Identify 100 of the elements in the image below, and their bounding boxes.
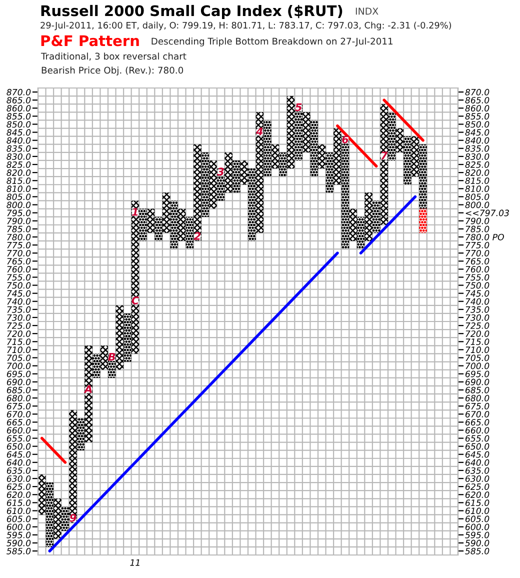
y2-tick-label: 600.0 [465,524,490,530]
line-series [48,252,339,552]
y-tick-label: 760.0 [7,266,31,273]
y2-tick-label: 840.0 [465,137,490,144]
y2-tick-label: 825.0 [465,161,490,168]
bar [46,482,54,547]
series-label: 2 [194,232,200,240]
y-tick-label: 870.0 [6,88,31,96]
y2-tick-label: 790.0 [466,218,490,224]
y-tick-label: 740.0 [7,298,31,305]
bar [38,474,46,515]
y2-tick-label: 815.0 [465,177,490,184]
bar [54,498,62,539]
y2-tick-label: 770.0 [466,250,490,256]
bar [419,208,427,233]
bar [76,418,85,450]
y2-tick-label: 740.0 [466,298,490,305]
y-tick-label: 710.0 [7,346,31,354]
y-tick-label: 835.0 [6,145,31,152]
y2-tick-label: 800.0 [465,202,490,208]
y-tick-label: 815.0 [6,177,31,184]
bar [61,506,70,531]
y2-tick-label: 860.0 [465,105,490,112]
y-tick-label: 695.0 [6,370,31,378]
y-tick-label: 665.0 [6,419,31,426]
y2-tick-label: 685.0 [465,386,490,394]
y2-tick-label: 850.0 [465,121,490,128]
y-tick-label: 610.0 [6,508,31,514]
y2-tick-label: 675.0 [465,402,490,410]
bar [240,160,248,185]
line-series [40,436,67,464]
y2-tick-label: 690.0 [465,378,490,386]
bar [411,136,420,177]
y-tick-label: 795.0 [7,210,31,216]
bar [248,168,256,241]
y-tick-label: 825.0 [6,161,31,168]
bar [69,410,77,523]
bar [264,120,272,177]
y2-tick-label: 780.0 PO [466,234,504,240]
y2-tick-label: 615.0 [465,500,490,506]
y-tick-label: 625.0 [6,483,31,490]
y2-tick-label: 670.0 [465,410,490,418]
series-label: 1 [132,208,138,216]
y2-tick-label: 820.0 [465,169,490,176]
y-tick-label: 845.0 [6,129,31,136]
bar [146,208,155,233]
y2-tick-label: 625.0 [465,483,490,490]
series-label: 9 [70,514,76,522]
bar [162,192,170,233]
y2-tick-label: 765.0 [466,258,490,265]
y2-tick-label: 750.0 [466,282,490,289]
y2-tick-label: 650.0 [465,443,490,450]
bar [124,313,132,362]
y2-tick-label: 700.0 [466,362,490,370]
bar [271,144,280,169]
y-tick-label: 840.0 [6,137,31,144]
bar [84,346,92,442]
y-tick-label: 655.0 [6,435,31,442]
bar [131,200,140,354]
series-label: 4 [256,128,263,136]
bar [294,104,302,160]
y-tick-label: 630.0 [6,475,31,482]
y-tick-label: 720.0 [7,330,31,337]
y-tick-label: 765.0 [7,258,31,265]
bar [356,216,365,250]
y-tick-label: 800.0 [6,202,31,208]
y2-tick-label: 835.0 [465,145,490,152]
y-tick-label: 615.0 [6,500,31,506]
x-tick-label: 11 [130,559,140,566]
y-tick-label: 645.0 [6,451,31,458]
y2-tick-label: 595.0 [465,532,490,538]
y2-tick-label: 610.0 [465,508,490,514]
series-label: C [132,296,139,304]
y-tick-label: 660.0 [6,427,31,434]
y-tick-label: 715.0 [7,338,31,346]
bar [404,136,412,185]
y-tick-label: 745.0 [7,290,31,297]
y2-tick-label: 725.0 [466,322,490,329]
bar [334,128,342,185]
series-label: 5 [295,103,302,112]
y-tick-label: 585.0 [6,548,31,554]
y2-tick-label: 735.0 [466,306,490,313]
bar [326,152,334,193]
y-tick-label: 670.0 [6,410,31,418]
text: INDX [356,8,378,15]
bar [232,160,240,193]
bar [139,208,147,241]
y2-tick-label: 785.0 [466,226,490,232]
y-tick-label: 790.0 [7,218,31,224]
bar [419,144,427,209]
y2-tick-label: 865.0 [465,96,490,104]
bar [92,354,100,378]
bar [186,216,194,250]
bar [286,96,295,169]
bar [154,216,162,241]
y-tick-label: 725.0 [7,322,31,329]
series-label: 6 [342,135,348,144]
y-tick-label: 700.0 [7,362,31,370]
series-label: A [84,385,92,393]
y-tick-label: 595.0 [6,532,31,538]
